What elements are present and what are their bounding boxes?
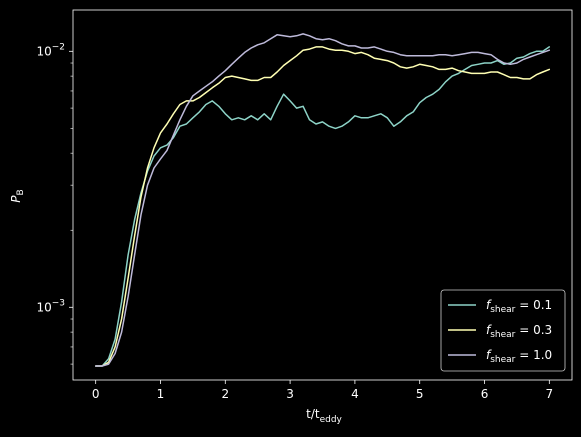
- x-axis-label-main: t/t: [306, 407, 320, 421]
- series-line-1-0: [94, 33, 551, 367]
- y-axis: 10−310−2: [36, 42, 73, 365]
- legend-label: fshear = 1.0: [486, 348, 552, 365]
- x-axis-label-sub: eddy: [320, 415, 343, 425]
- legend-label: fshear = 0.3: [486, 323, 552, 340]
- legend-label-symbol: f: [486, 298, 492, 312]
- y-tick-label: 10−3: [36, 298, 65, 314]
- legend-label-value: = 0.3: [515, 323, 552, 337]
- x-axis-label: t/teddy: [306, 407, 342, 425]
- plot-frame: [72, 9, 573, 381]
- x-tick-label: 7: [545, 387, 553, 401]
- x-tick-label: 1: [157, 387, 165, 401]
- y-axis-label: PB: [9, 189, 26, 202]
- y-tick-label-base: 10: [36, 44, 51, 58]
- legend-label: fshear = 0.1: [486, 298, 552, 315]
- y-tick-label-base: 10: [36, 300, 51, 314]
- legend-label-symbol: f: [486, 323, 492, 337]
- legend-label-symbol: f: [486, 348, 492, 362]
- legend-label-sub: shear: [490, 305, 515, 315]
- x-tick-label: 5: [416, 387, 424, 401]
- legend-label-value: = 0.1: [515, 298, 552, 312]
- x-tick-label: 2: [221, 387, 229, 401]
- x-tick-label: 4: [351, 387, 359, 401]
- legend-label-sub: shear: [490, 330, 515, 340]
- y-axis-label-main: P: [9, 195, 23, 203]
- legend-label-sub: shear: [490, 355, 515, 365]
- y-tick-label: 10−2: [36, 42, 65, 58]
- y-tick-label-exponent: −3: [52, 298, 65, 308]
- legend-box: [440, 289, 566, 372]
- y-tick-label-exponent: −2: [52, 42, 65, 52]
- x-axis: 0 1 2 3 4 5 6 7: [92, 380, 553, 401]
- x-tick-label: 3: [286, 387, 294, 401]
- plot-lines: [94, 33, 551, 367]
- y-axis-label-sub: B: [16, 189, 26, 195]
- x-tick-label: 6: [481, 387, 489, 401]
- legend-label-value: = 1.0: [515, 348, 552, 362]
- x-tick-label: 0: [92, 387, 100, 401]
- series-line-0-3: [94, 46, 551, 367]
